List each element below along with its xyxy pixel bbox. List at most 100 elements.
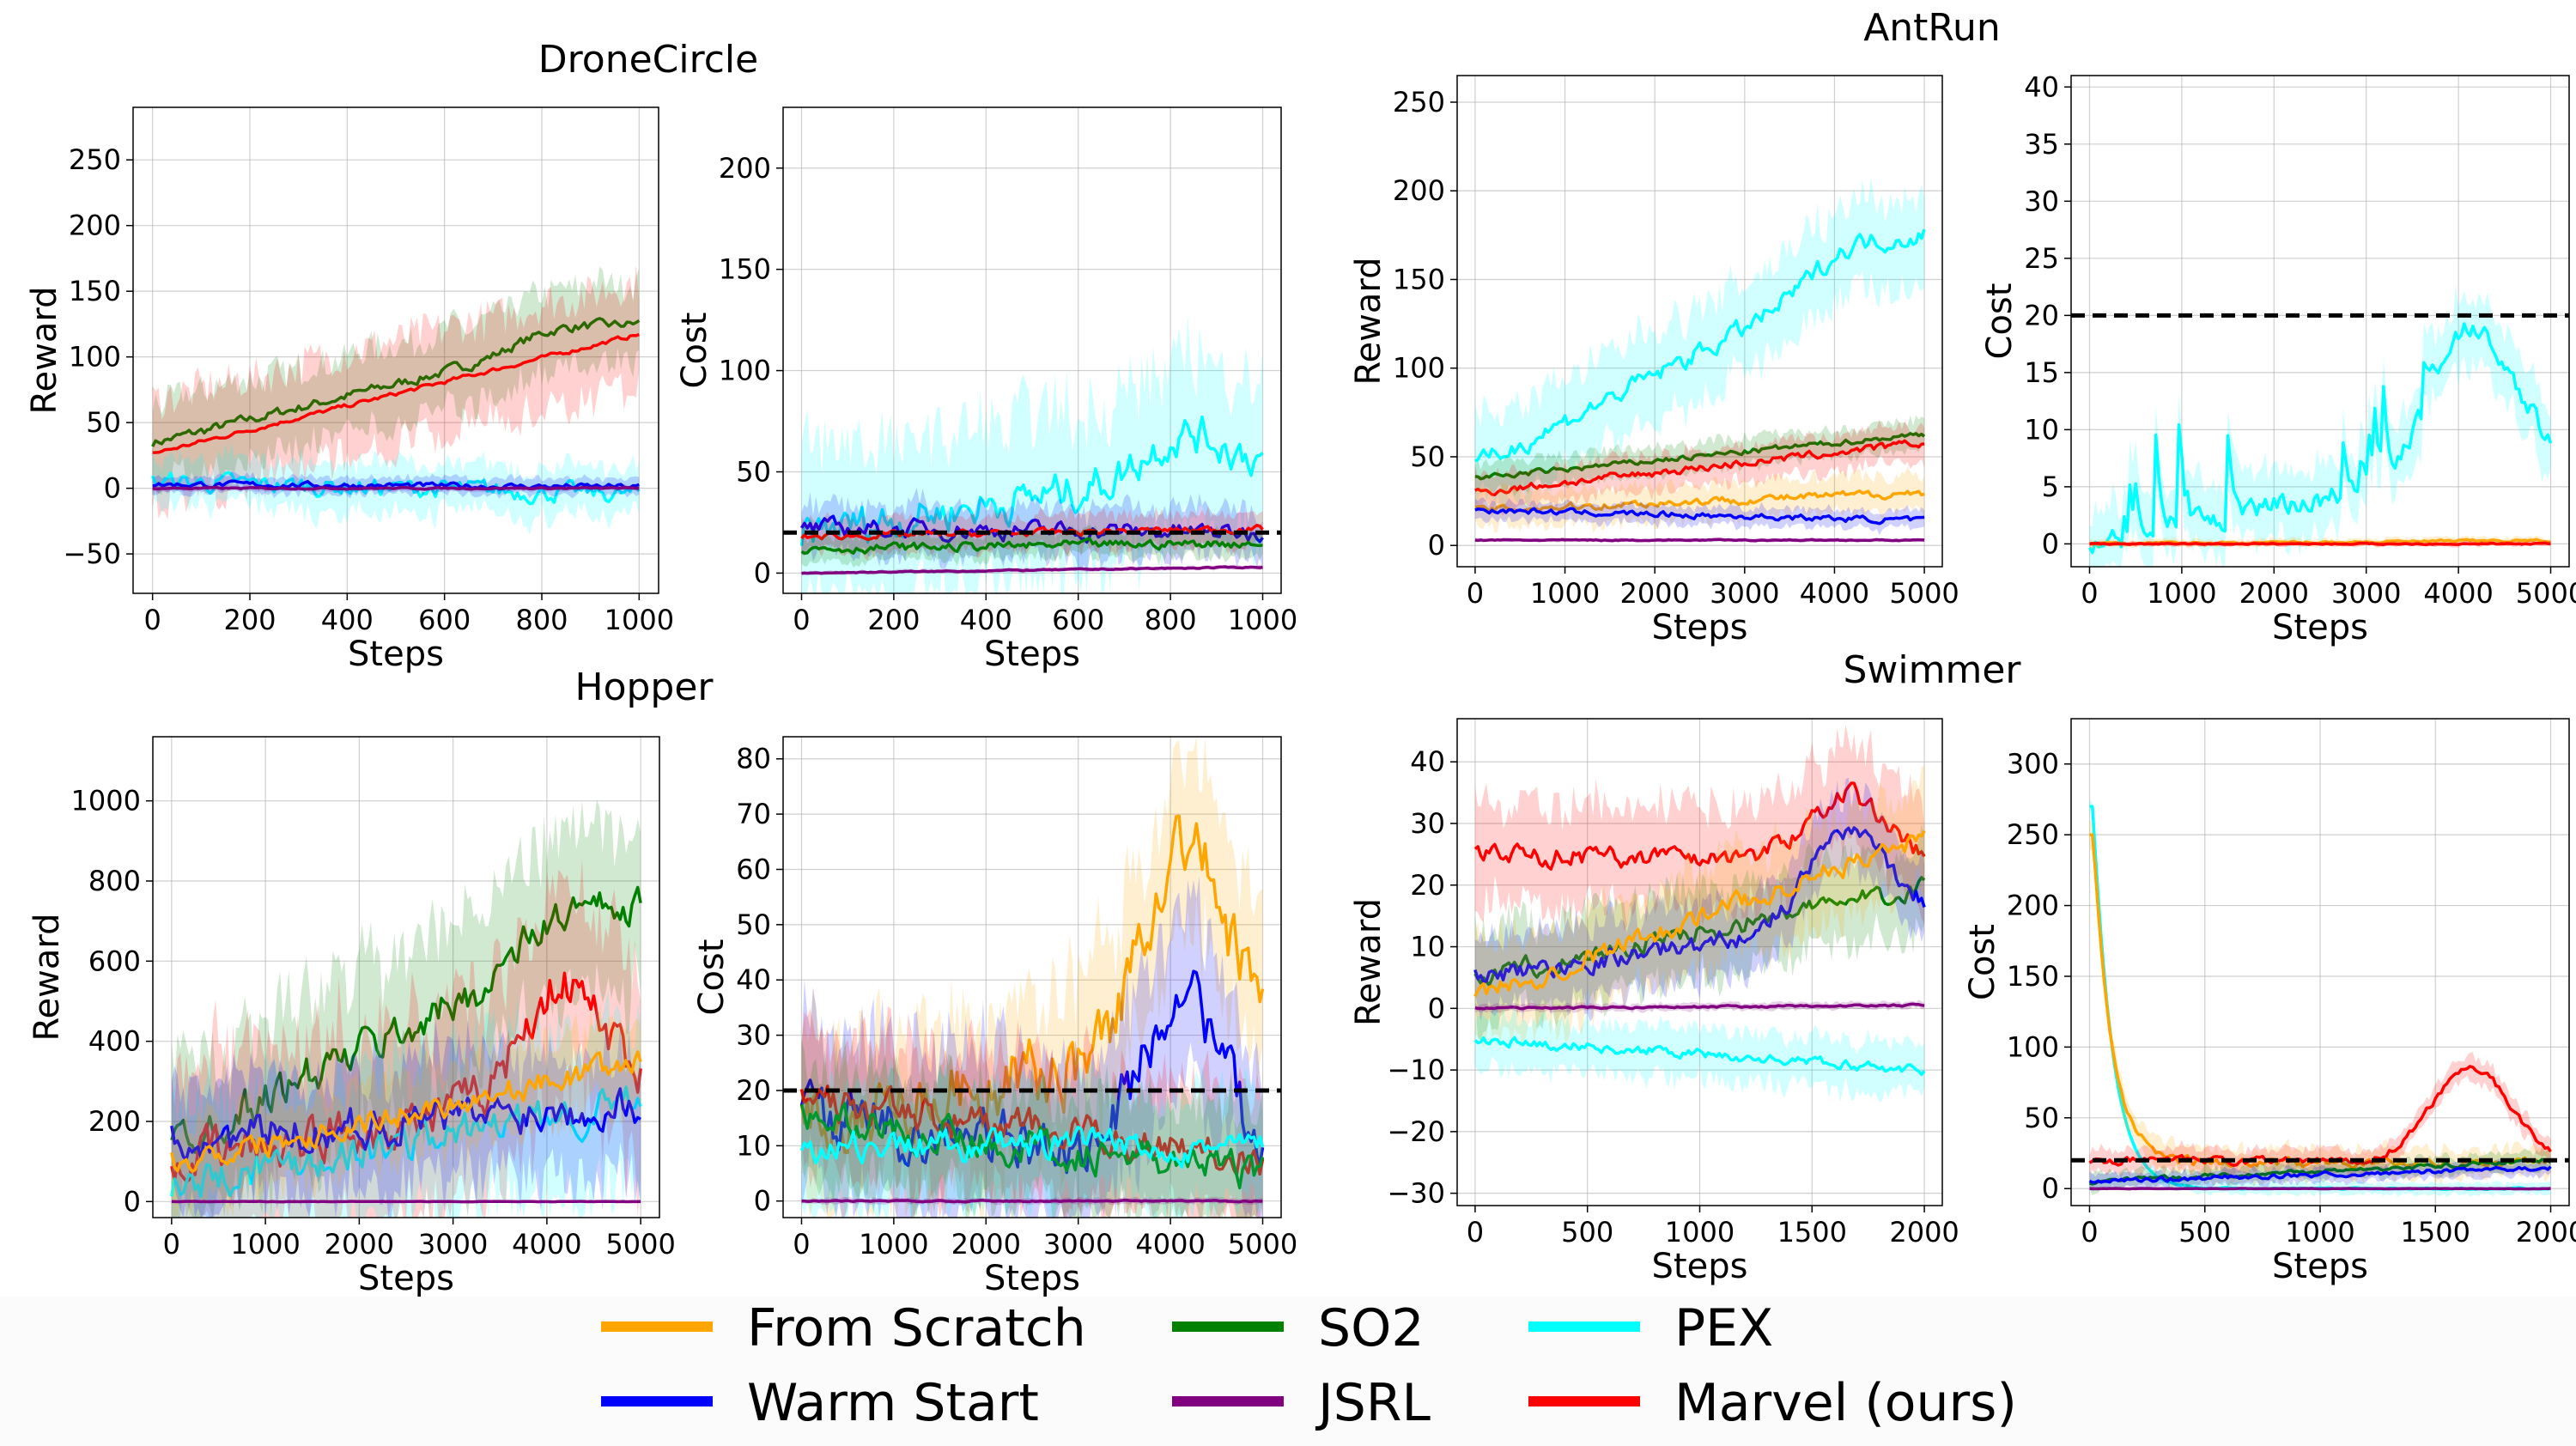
y-tick-label: 60 [736, 853, 771, 885]
band-marvel [1474, 724, 1925, 932]
band-marvel [171, 858, 641, 1218]
x-tick-label: 3000 [1043, 1228, 1113, 1261]
legend-label-marvel: Marvel (ours) [1674, 1373, 2017, 1433]
y-tick-label: 10 [736, 1129, 771, 1162]
chart-title: DroneCircle [538, 38, 758, 82]
y-tick-label: 5 [2042, 471, 2059, 503]
series-line-jsrl [1474, 1002, 1925, 1011]
x-tick-label: 200 [867, 604, 920, 636]
x-tick-label: 1000 [1228, 604, 1297, 636]
x-tick-label: 0 [143, 604, 161, 636]
y-tick-label: 200 [88, 1105, 141, 1138]
band-marvel [2089, 1052, 2551, 1179]
series-line-so2 [2089, 1157, 2552, 1186]
series-line-from_scratch [799, 814, 1265, 1154]
y-tick-label: 0 [2042, 1172, 2059, 1205]
band-so2 [801, 1031, 1263, 1218]
series-line-pex [2087, 322, 2553, 555]
series-line-so2 [799, 1102, 1265, 1190]
y-axis-label: Cost [1963, 924, 2002, 1000]
y-tick-label: 70 [736, 798, 771, 830]
y-tick-label: 0 [104, 472, 121, 505]
y-tick-label: 250 [69, 143, 121, 176]
y-tick-label: 20 [1410, 869, 1445, 902]
y-tick-label: 35 [2024, 128, 2059, 161]
x-tick-label: 2000 [1889, 1216, 1959, 1249]
y-tick-label: 100 [719, 355, 771, 387]
axes-frame [782, 106, 1282, 594]
chart-panel-3: 0 1000 2000 3000 4000 5000 0 50 100 150 200 250 Step… [1349, 6, 2001, 647]
x-tick-label: 1000 [1530, 577, 1600, 610]
x-tick-label: 0 [2081, 577, 2098, 610]
y-tick-label: 0 [124, 1185, 141, 1218]
y-axis-label: Reward [1349, 898, 1388, 1026]
y-tick-label: 100 [2007, 1030, 2059, 1063]
y-tick-label: 100 [69, 341, 121, 374]
series-line-jsrl [801, 1199, 1263, 1204]
x-tick-label: 0 [163, 1228, 180, 1261]
series-line-warm_start [2088, 1165, 2552, 1184]
series-line-marvel [1474, 439, 1925, 497]
chart-title: Swimmer [1843, 648, 2021, 692]
chart-panel-1: 0 200 400 600 800 1000 −50 0 50 100 150 200 250 Steps… [25, 38, 758, 674]
y-tick-label: 0 [754, 556, 771, 589]
x-tick-label: 0 [2081, 1216, 2098, 1249]
y-tick-label: 0 [754, 1185, 771, 1218]
axes-frame [132, 106, 659, 594]
series-line-pex [799, 415, 1264, 546]
x-tick-label: 1000 [230, 1228, 300, 1261]
x-tick-label: 4000 [512, 1228, 581, 1261]
series-line-pex [799, 1125, 1265, 1169]
band-marvel [801, 1006, 1263, 1218]
x-axis-label: Steps [2272, 1247, 2368, 1286]
x-tick-label: 5000 [2516, 577, 2576, 610]
legend-background [0, 1297, 2576, 1446]
y-tick-label: 30 [1410, 807, 1445, 840]
x-tick-label: 400 [960, 604, 1012, 636]
series-line-pex [1473, 228, 1926, 463]
series-line-warm_start [152, 479, 640, 491]
x-tick-label: 1000 [1665, 1216, 1735, 1249]
legend-label-pex: PEX [1674, 1298, 1773, 1358]
series-line-so2 [800, 537, 1263, 556]
band-so2 [171, 799, 641, 1218]
series-line-so2 [1474, 432, 1926, 481]
x-tick-label: 800 [515, 604, 568, 636]
y-tick-label: 600 [88, 945, 141, 977]
x-tick-label: 2000 [2239, 577, 2309, 610]
x-axis-label: Steps [358, 1259, 454, 1298]
x-tick-label: 600 [418, 604, 471, 636]
x-tick-label: 4000 [1800, 577, 1869, 610]
y-tick-label: 150 [719, 253, 771, 286]
x-tick-label: 4000 [2423, 577, 2493, 610]
y-tick-label: 25 [2024, 242, 2059, 275]
x-tick-label: 1000 [2285, 1216, 2354, 1249]
y-tick-label: 50 [736, 908, 771, 941]
x-tick-label: 0 [793, 604, 810, 636]
chart-panels: 0 200 400 600 800 1000−50050100150200250Steps… [25, 6, 2576, 1298]
y-tick-label: −50 [63, 538, 121, 570]
y-tick-label: 150 [2007, 960, 2059, 993]
series-line-jsrl [801, 565, 1263, 575]
y-tick-label: 20 [2024, 299, 2059, 331]
band-from_scratch [171, 1005, 641, 1218]
legend-label-so2: SO2 [1318, 1298, 1425, 1358]
y-axis-label: Cost [675, 313, 714, 389]
y-axis-label: Reward [27, 914, 67, 1042]
series-line-marvel [152, 332, 640, 454]
y-tick-label: 0 [1428, 992, 1445, 1024]
series-line-pex [1473, 1036, 1926, 1077]
y-tick-label: 30 [736, 1019, 771, 1052]
band-from_scratch [1474, 765, 1925, 1049]
x-tick-label: 0 [1467, 1216, 1484, 1249]
axes-frame [1456, 75, 1943, 568]
series-line-so2 [151, 317, 641, 447]
y-tick-label: 40 [2024, 70, 2059, 103]
series-line-so2 [170, 885, 642, 1154]
y-tick-label: −10 [1387, 1054, 1445, 1086]
series-line-from_scratch [1474, 489, 1925, 513]
x-tick-label: 400 [321, 604, 374, 636]
x-tick-label: 1500 [2401, 1216, 2470, 1249]
series-line-warm_start [1474, 507, 1925, 526]
x-tick-label: 4000 [1135, 1228, 1205, 1261]
